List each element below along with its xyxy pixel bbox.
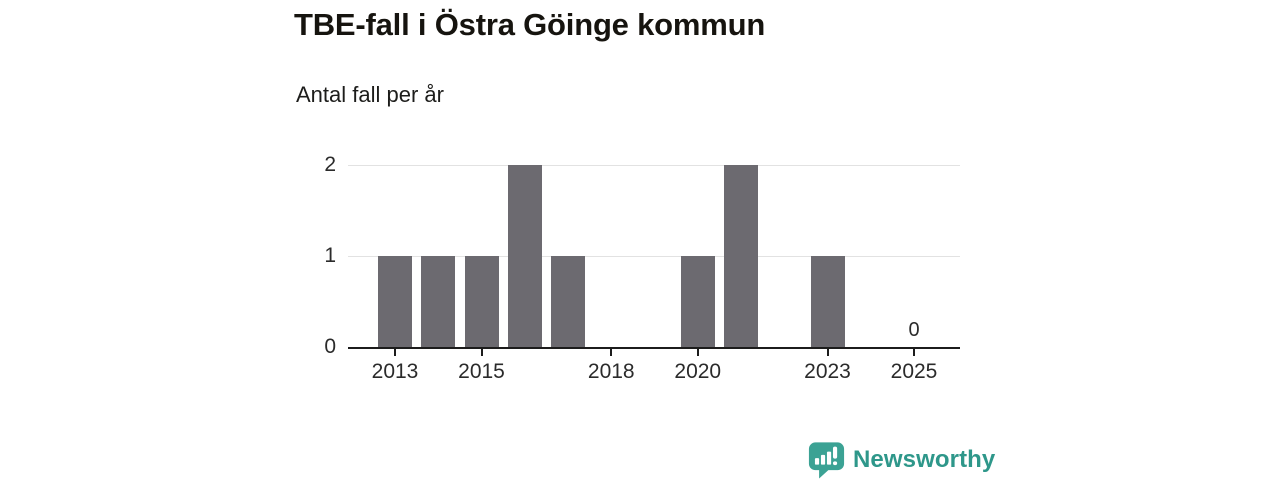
gridline-y-2 xyxy=(348,165,960,166)
x-axis-tick-label: 2018 xyxy=(587,360,635,383)
x-axis-tick xyxy=(610,349,613,356)
chart-subtitle: Antal fall per år xyxy=(296,82,444,107)
x-axis-tick-label: 2013 xyxy=(371,360,419,383)
y-axis-tick-label: 0 xyxy=(324,335,336,358)
bar-2020 xyxy=(680,256,715,347)
bar-2015 xyxy=(464,256,499,347)
speech-bubble-shape xyxy=(808,442,845,479)
x-axis-tick xyxy=(913,349,915,356)
bar-2017 xyxy=(551,256,585,347)
y-axis-tick-label: 2 xyxy=(324,153,336,176)
value-label-2025: 0 xyxy=(908,319,920,341)
x-axis-tick-label: 2020 xyxy=(674,360,722,383)
bar-2023 xyxy=(810,256,845,347)
exclamation-bar xyxy=(832,446,838,459)
x-axis-tick xyxy=(480,349,483,356)
exclamation-dot xyxy=(832,461,838,466)
newsworthy-wordmark: Newsworthy xyxy=(853,446,996,473)
x-axis-tick xyxy=(394,349,396,356)
x-axis-tick-label: 2023 xyxy=(804,360,851,383)
newsworthy-logo: Newsworthy xyxy=(808,441,995,479)
x-axis-tick xyxy=(696,349,699,356)
x-axis-tick-label: 2025 xyxy=(890,360,938,383)
bar-2014 xyxy=(421,256,456,347)
x-axis-tick-label: 2015 xyxy=(458,360,505,383)
bar-2016 xyxy=(507,165,542,347)
x-axis-line xyxy=(348,347,960,349)
newsworthy-icon xyxy=(808,442,845,479)
gridline-y-1 xyxy=(348,256,960,257)
bar-2013 xyxy=(378,256,412,347)
bar-2021 xyxy=(724,165,758,347)
y-axis-tick-label: 1 xyxy=(324,244,336,267)
mini-bar-chart-glyph xyxy=(814,446,838,466)
x-axis-tick xyxy=(826,349,829,356)
chart-title: TBE-fall i Östra Göinge kommun xyxy=(294,7,766,42)
